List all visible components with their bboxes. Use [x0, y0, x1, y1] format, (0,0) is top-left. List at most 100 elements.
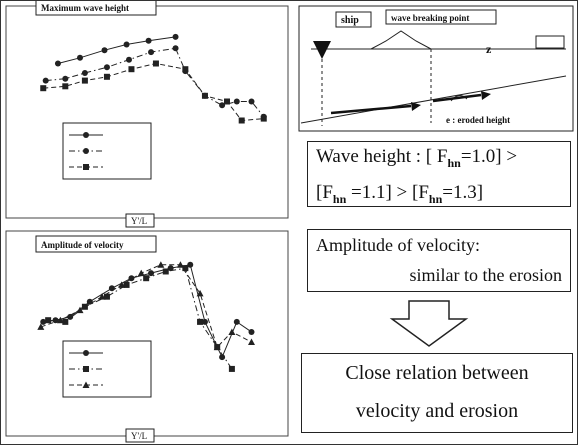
wave-peak [370, 30, 432, 50]
marker [148, 49, 155, 56]
subscript: hn [332, 191, 347, 206]
text: =1.1] > [F [346, 181, 429, 203]
arrow-head [481, 91, 491, 100]
ship-icon [313, 41, 331, 59]
marker [103, 293, 110, 300]
marker [201, 318, 208, 325]
marker [62, 318, 69, 325]
marker [172, 33, 179, 40]
velocity-box: Amplitude of velocity: similar to the er… [307, 229, 571, 292]
marker [233, 318, 240, 325]
marker [37, 323, 45, 330]
marker [128, 66, 135, 73]
wave-height-box: Wave height : [ Fhn=1.0] > [Fhn =1.1] > … [307, 141, 571, 207]
marker [187, 261, 194, 268]
text-line: [Fhn =1.1] > [Fhn=1.3] [316, 178, 562, 214]
marker [143, 275, 150, 282]
marker [167, 265, 174, 272]
label-box [335, 11, 372, 28]
marker [182, 265, 189, 272]
panel-frame [5, 5, 289, 219]
marker [101, 47, 108, 54]
marker [201, 92, 208, 99]
marker [137, 269, 145, 277]
title-box [35, 1, 157, 16]
marker [260, 115, 267, 122]
text-line: velocity and erosion [355, 400, 519, 422]
text: =1.3] [442, 181, 484, 203]
marker [148, 270, 155, 277]
legend-box [62, 340, 152, 398]
marker [103, 73, 110, 80]
conclusion-box: Close relation between velocity and eros… [301, 353, 573, 433]
marker [83, 366, 89, 372]
marker [233, 98, 240, 105]
marker [248, 338, 255, 346]
panel-frame [5, 230, 289, 437]
marker [40, 85, 47, 92]
subscript: hn [447, 155, 461, 170]
structure [535, 35, 565, 49]
arrow-head [411, 102, 421, 111]
marker [81, 77, 88, 84]
arrow [330, 104, 412, 115]
diagram-label: z [486, 42, 492, 56]
marker [224, 98, 230, 105]
marker [62, 83, 69, 90]
marker [42, 77, 49, 84]
marker [157, 261, 165, 268]
marker [145, 37, 152, 44]
text-line: Wave height : [ Fhn=1.0] > [316, 142, 562, 178]
data-line [43, 62, 264, 122]
marker [81, 70, 88, 76]
marker [83, 350, 89, 356]
marker [77, 54, 83, 61]
marker [83, 164, 89, 170]
marker [248, 328, 255, 335]
marker [45, 317, 52, 324]
marker [197, 318, 204, 325]
marker [152, 60, 159, 67]
marker [228, 365, 235, 372]
marker [40, 318, 47, 325]
diagram: ship wave breaking point z e : eroded he… [298, 5, 574, 132]
marker [123, 281, 130, 288]
x-label-box [125, 213, 155, 228]
text: [F [316, 181, 333, 203]
text-line: similar to the erosion [409, 265, 562, 285]
chart-title: Maximum wave height [41, 3, 129, 13]
marker [128, 275, 135, 282]
legend-box [62, 122, 152, 180]
x-axis-label: Y'/L [131, 431, 147, 441]
text-line: Amplitude of velocity: [316, 235, 480, 255]
text-line: Close relation between [345, 362, 529, 384]
diagram-label: ship [341, 15, 359, 26]
marker [123, 41, 130, 48]
marker [182, 66, 189, 73]
marker [196, 289, 204, 297]
chart-title: Amplitude of velocity [41, 240, 124, 250]
marker [238, 117, 245, 124]
text: Wave height : [ F [316, 146, 448, 167]
diagram-label: e : eroded height [446, 115, 510, 125]
marker [103, 64, 110, 71]
marker [56, 316, 64, 324]
data-line [40, 264, 252, 349]
marker [248, 98, 255, 105]
marker [83, 148, 89, 154]
marker [219, 102, 226, 109]
down-arrow [389, 300, 469, 347]
marker [76, 306, 84, 314]
marker [126, 56, 132, 63]
marker [54, 60, 61, 67]
arrow [432, 93, 482, 103]
marker [213, 343, 221, 351]
marker [67, 313, 74, 320]
subscript: hn [428, 191, 443, 206]
text: =1.0] > [460, 146, 518, 167]
marker [176, 261, 184, 268]
marker [118, 281, 126, 288]
marker [228, 328, 236, 335]
